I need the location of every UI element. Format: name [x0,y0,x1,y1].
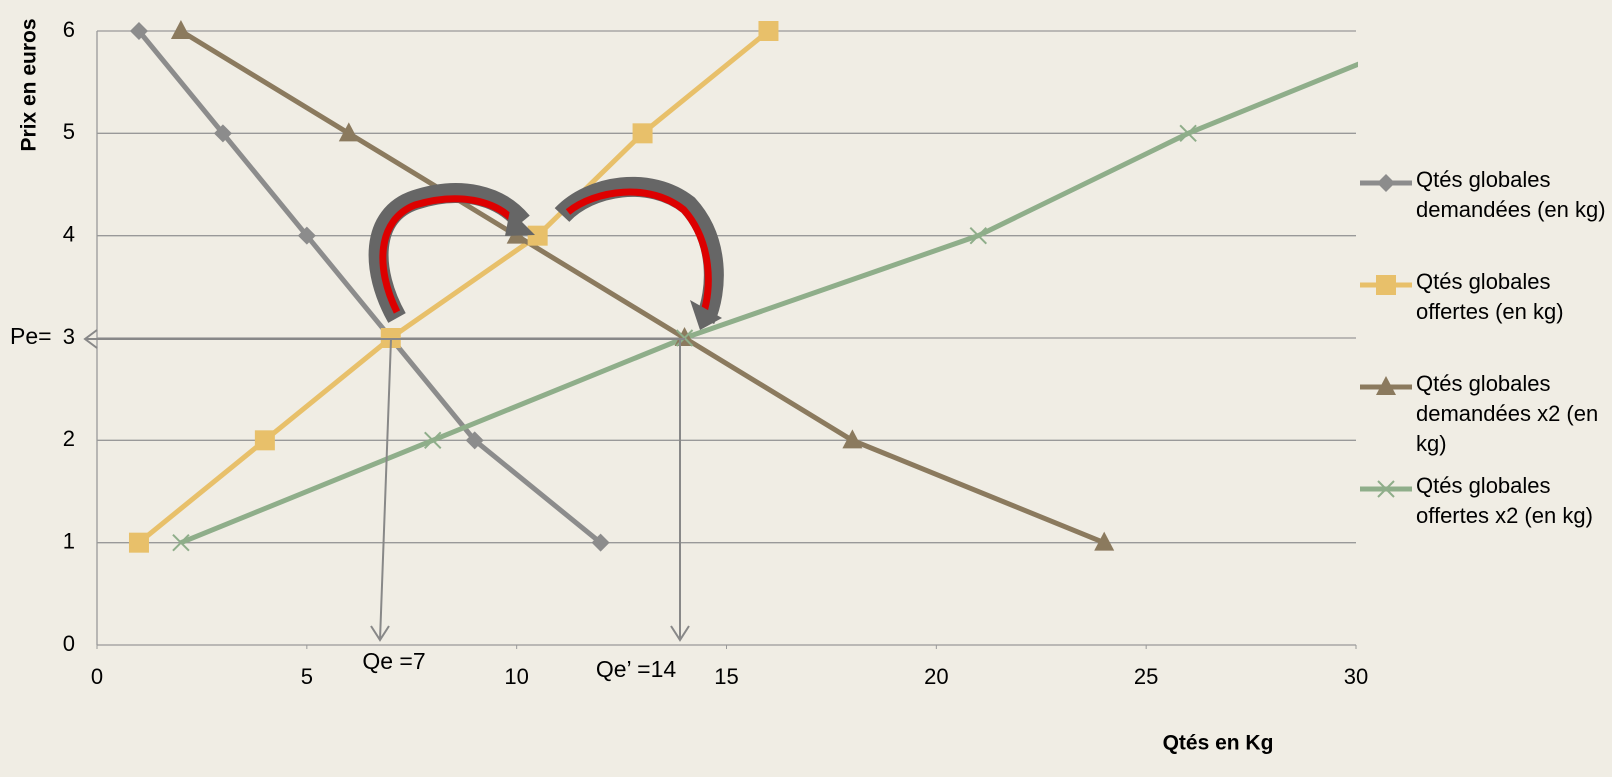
y-tick-label: 6 [63,17,75,42]
marker [632,123,653,144]
guide-arrows [83,329,690,642]
marker [1377,480,1395,498]
legend-label: Qtés globales demandées x2 (en kg) [1416,371,1599,456]
x-tick-label: 5 [301,664,313,689]
legend-label: Qtés globales offertes x2 (en kg) [1416,473,1593,528]
annotation: Pe= [10,323,52,349]
annotation: Qe =7 [362,648,425,674]
x-tick-label: 30 [1344,664,1368,689]
marker [1094,531,1115,551]
marker [527,225,548,246]
curved-arrow [379,195,518,314]
curved-arrow [368,183,530,323]
legend-label-box: Qtés globales offertes (en kg) [1416,269,1564,324]
y-tick-label: 2 [63,426,75,451]
series-line [137,29,603,545]
x-tick-label: 0 [91,664,103,689]
marker [128,532,149,553]
curved-arrow [565,188,712,317]
curved-arrow [554,176,724,324]
marker [338,122,359,142]
arrow-head [505,210,535,236]
y-tick-label: 4 [63,221,75,246]
marker [424,431,442,450]
marker [842,429,863,449]
marker [170,20,191,39]
y-tick-label: 0 [63,631,75,656]
legend-label: Qtés globales demandées (en kg) [1416,167,1606,222]
x-axis-title: Qtés en Kg [1163,732,1274,755]
marker [758,21,779,41]
series-line [137,29,771,545]
annotation: Qe’ =14 [596,656,677,682]
series-lines [137,28,1358,545]
series-line [179,61,1358,545]
legend-label-box: Qtés globales demandées x2 (en kg) [1416,371,1599,456]
marker [465,431,484,450]
x-tick-label: 15 [714,664,738,689]
guide-arrow [370,338,392,642]
marker [591,533,610,552]
legend-label-box: Qtés globales demandées (en kg) [1416,167,1606,222]
y-tick-label: 5 [63,119,75,144]
marker [1376,376,1396,395]
y-axis-title: Prix en euros [18,18,41,151]
x-tick-label: 20 [924,664,948,689]
legend-label: Qtés globales offertes (en kg) [1416,269,1564,324]
marker [213,124,232,143]
marker [969,226,988,245]
legend: Qtés globales demandées (en kg) Qtés glob… [1360,167,1606,528]
legend-label-box: Qtés globales offertes x2 (en kg) [1416,473,1593,528]
marker [1377,174,1395,192]
marker [172,533,190,552]
arrow-head [690,300,722,330]
marker [129,22,148,40]
marker [254,430,275,451]
x-tick-label: 10 [504,664,528,689]
y-tick-label: 3 [63,324,75,349]
marker [1179,124,1197,143]
guide-arrow [670,339,690,642]
axes: 0 1 2 3 4 5 6 0 5 10 15 20 25 30 [63,17,1368,689]
x-tick-label: 25 [1134,664,1158,689]
marker [1376,275,1396,295]
curved-arrows [368,176,724,330]
series-line [179,28,1106,545]
y-tick-label: 1 [63,528,75,553]
guide-arrow [83,329,685,349]
series-markers [128,20,1197,553]
marker [297,226,316,245]
